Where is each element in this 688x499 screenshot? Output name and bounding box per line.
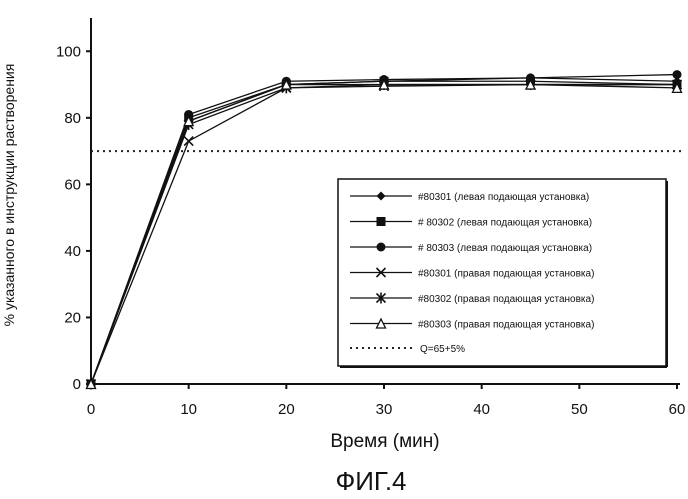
x-tick-label: 40 bbox=[473, 401, 490, 418]
legend-label: # 80303 (левая подающая установка) bbox=[418, 243, 592, 254]
data-point bbox=[378, 78, 390, 90]
series-6 bbox=[85, 78, 683, 390]
y-tick-label: 80 bbox=[64, 110, 81, 127]
legend-marker bbox=[375, 292, 387, 304]
data-point bbox=[85, 378, 97, 390]
x-tick-label: 50 bbox=[571, 401, 588, 418]
legend-marker bbox=[375, 267, 387, 278]
y-tick-label: 40 bbox=[64, 243, 81, 260]
data-point bbox=[672, 70, 682, 80]
y-tick-label: 0 bbox=[73, 376, 81, 393]
legend-label: #80303 (правая подающая установка) bbox=[418, 320, 594, 331]
series-layer bbox=[85, 70, 683, 390]
data-point bbox=[524, 78, 537, 90]
series-line bbox=[90, 83, 678, 385]
y-axis-ticks: 0 20 40 60 80 100 bbox=[56, 43, 91, 393]
x-tick-label: 0 bbox=[87, 401, 95, 418]
series-line bbox=[90, 73, 678, 385]
legend-label: #80301 (правая подающая установка) bbox=[418, 269, 594, 280]
legend-marker bbox=[376, 191, 386, 201]
x-tick-label: 20 bbox=[278, 401, 295, 418]
legend: #80301 (левая подающая установка) # 80302… bbox=[337, 178, 668, 368]
y-axis-title-group: % указанного в инструкции растворения bbox=[1, 64, 17, 327]
data-point bbox=[526, 73, 535, 83]
x-tick-label: 30 bbox=[376, 401, 393, 418]
data-point bbox=[183, 115, 195, 127]
x-axis-ticks: 0 10 20 30 40 50 60 bbox=[87, 384, 686, 418]
x-tick-label: 10 bbox=[180, 401, 197, 418]
series-line bbox=[90, 80, 678, 385]
y-tick-label: 20 bbox=[64, 309, 81, 326]
legend-marker bbox=[376, 217, 386, 226]
figure-caption: ФИГ.4 bbox=[335, 466, 406, 496]
legend-label: #80302 (правая подающая установка) bbox=[418, 294, 594, 305]
y-axis-title: % указанного в инструкции растворения bbox=[1, 64, 17, 327]
legend-ref-label: Q=65+5% bbox=[420, 344, 465, 355]
data-point bbox=[671, 81, 683, 94]
x-axis-title: Время (мин) bbox=[330, 431, 439, 452]
legend-label: # 80302 (левая подающая установка) bbox=[418, 218, 592, 229]
x-tick-label: 60 bbox=[669, 401, 686, 418]
data-point bbox=[184, 109, 194, 119]
y-tick-label: 60 bbox=[64, 176, 81, 193]
legend-items: #80301 (левая подающая установка) # 80302… bbox=[350, 191, 594, 349]
y-tick-label: 100 bbox=[56, 43, 81, 60]
legend-label: #80301 (левая подающая установка) bbox=[418, 192, 589, 203]
data-point bbox=[280, 78, 292, 90]
data-point bbox=[183, 136, 194, 147]
legend-marker bbox=[375, 317, 387, 329]
legend-marker bbox=[376, 242, 386, 252]
